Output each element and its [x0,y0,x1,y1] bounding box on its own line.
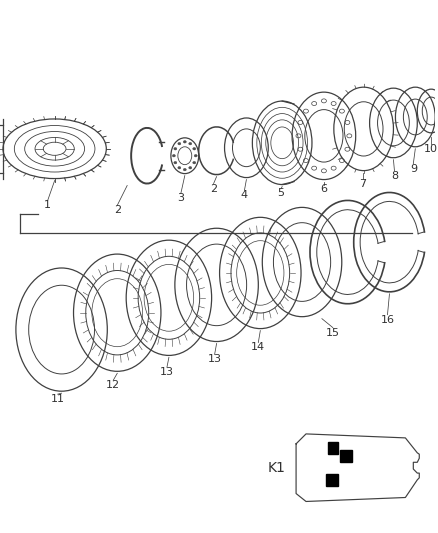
Text: 15: 15 [326,328,340,337]
Polygon shape [328,442,338,454]
Text: 2: 2 [210,183,217,193]
Ellipse shape [184,141,186,143]
Text: 11: 11 [51,394,65,404]
Ellipse shape [184,168,186,171]
Text: 5: 5 [278,189,285,198]
Ellipse shape [174,161,177,164]
Ellipse shape [194,155,197,157]
Ellipse shape [173,155,175,157]
Ellipse shape [189,142,192,145]
Ellipse shape [193,148,196,150]
Text: 4: 4 [241,190,248,200]
Ellipse shape [193,161,196,164]
Text: 2: 2 [114,205,121,215]
Ellipse shape [178,166,181,169]
Text: 9: 9 [410,164,417,174]
Text: 13: 13 [208,354,222,365]
Text: 16: 16 [381,314,395,325]
Text: 8: 8 [391,171,398,181]
Text: K1: K1 [267,461,285,475]
Polygon shape [340,450,352,462]
Text: 12: 12 [106,380,120,390]
Text: 14: 14 [251,343,265,352]
Text: 6: 6 [321,184,327,195]
Ellipse shape [174,148,177,150]
Text: 13: 13 [160,367,174,377]
Ellipse shape [189,166,192,169]
Text: 3: 3 [177,193,184,204]
Ellipse shape [178,142,181,145]
Text: 1: 1 [44,200,51,211]
Text: 10: 10 [424,144,438,154]
Text: 7: 7 [359,179,366,189]
Polygon shape [326,474,338,486]
